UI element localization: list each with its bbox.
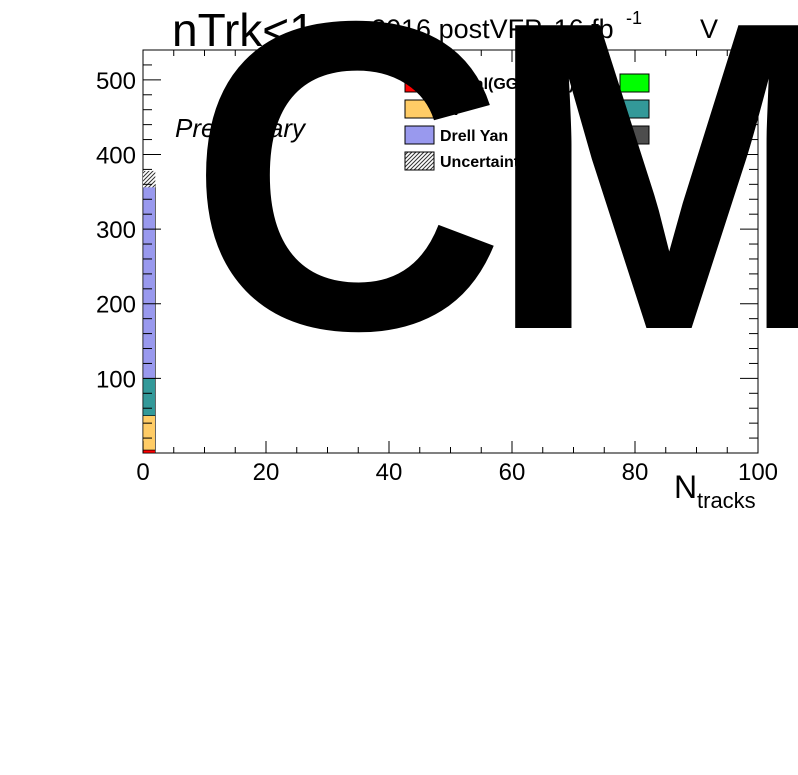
legend-swatch <box>619 125 650 145</box>
x-axis-label: N <box>674 469 697 505</box>
legend-swatch <box>404 151 435 171</box>
header-right: 2016 postVFP, 16 fb <box>371 14 614 44</box>
ticks-layer: 0 20 40 60 80 100 100 200 300 400 500 <box>96 49 778 486</box>
y-tick-label: 300 <box>96 217 136 244</box>
legend-swatch <box>404 125 435 145</box>
x-tick-label: 80 <box>622 459 649 486</box>
y-tick-label: 100 <box>96 366 136 393</box>
x-tick-label: 40 <box>376 459 403 486</box>
x-tick-label: 100 <box>738 459 778 486</box>
stack-layer <box>142 170 156 454</box>
x-tick-label: 0 <box>136 459 149 486</box>
y-tick-label: 400 <box>96 142 136 169</box>
y-tick-label: 200 <box>96 292 136 319</box>
legend-swatch <box>404 73 435 93</box>
stack-bar-3 <box>142 185 156 379</box>
header-sup: -1 <box>626 8 642 28</box>
legend-label: Uncertainty <box>440 154 528 171</box>
x-tick-label: 60 <box>499 459 526 486</box>
legend-label: Signal(GG→ WW) <box>440 76 574 93</box>
header-tail: V <box>700 14 718 44</box>
cms-watermark: CM <box>188 0 798 422</box>
x-axis-label-sub: tracks <box>697 488 756 513</box>
legend-swatch <box>404 99 435 119</box>
y-tick-label: 500 <box>96 68 136 95</box>
x-tick-label: 20 <box>253 459 280 486</box>
stack-bar-0 <box>142 449 156 454</box>
legend-label: Drell Yan <box>440 128 508 145</box>
stack-bar-1 <box>142 415 156 451</box>
uncertainty-band <box>143 170 156 188</box>
legend-label: VV <box>440 102 462 119</box>
legend-swatch <box>619 99 650 119</box>
preliminary-label: Preliminary <box>175 113 307 143</box>
chart-title: nTrk<1 <box>172 4 315 56</box>
legend: Signal(GG→ WW) VV Drell Yan Uncertainty <box>404 73 650 171</box>
stack-bar-2 <box>142 378 156 416</box>
legend-swatch <box>619 73 650 93</box>
